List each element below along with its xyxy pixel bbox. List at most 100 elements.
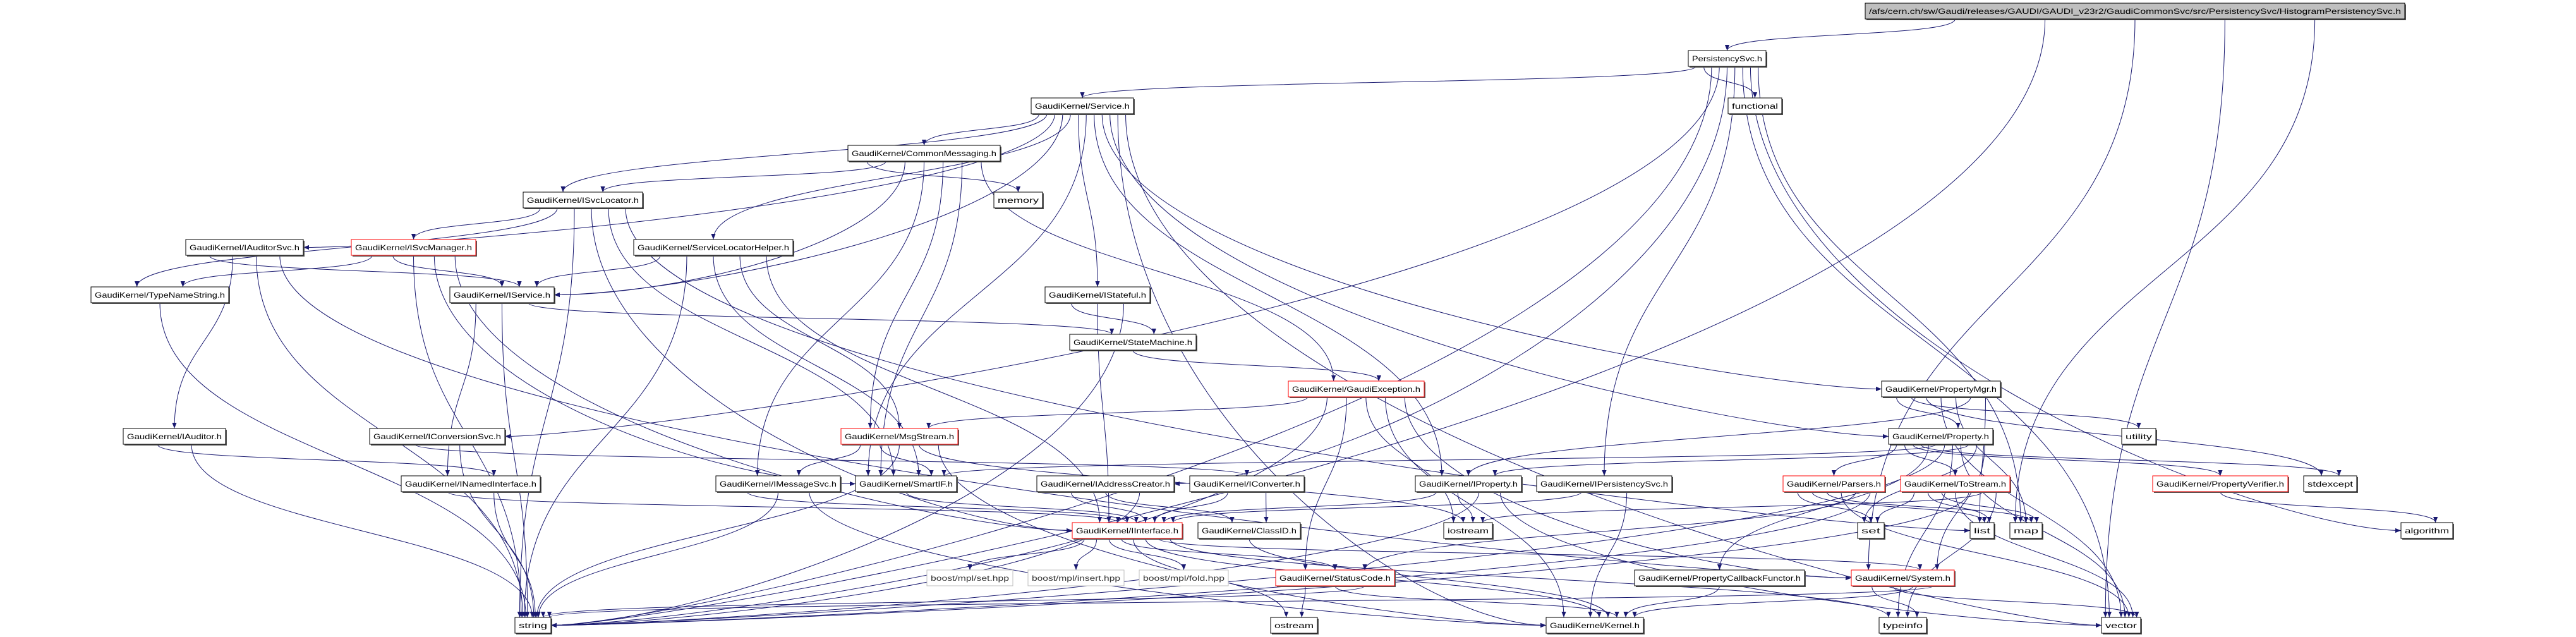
node-label: iostream xyxy=(1448,526,1489,535)
node-commonmsg[interactable]: GaudiKernel/CommonMessaging.h xyxy=(847,145,1001,162)
node-utility[interactable]: utility xyxy=(2121,428,2157,446)
node-iostream[interactable]: iostream xyxy=(1443,522,1494,540)
edge-property-to-smartif xyxy=(941,444,1937,476)
node-isvcmanager[interactable]: GaudiKernel/ISvcManager.h xyxy=(351,239,477,257)
edge-msgstream-to-string xyxy=(535,444,900,618)
edge-iinterface-to-statuscode xyxy=(1120,538,1338,571)
node-mplset[interactable]: boost/mpl/set.hpp xyxy=(926,569,1013,586)
node-persist[interactable]: PersistencySvc.h xyxy=(1688,50,1767,68)
edge-slh-to-iinterface xyxy=(766,255,1103,523)
node-label: GaudiKernel/IMessageSvc.h xyxy=(720,480,837,488)
node-ostream[interactable]: ostream xyxy=(1270,617,1319,634)
node-typenamestring[interactable]: GaudiKernel/TypeNameString.h xyxy=(90,286,230,304)
node-typeinfo[interactable]: typeinfo xyxy=(1878,617,1928,634)
node-box xyxy=(2101,617,2141,634)
node-box xyxy=(1036,475,1175,492)
node-ipersistencysvc[interactable]: GaudiKernel/IPersistencySvc.h xyxy=(1536,475,1673,493)
node-memory[interactable]: memory xyxy=(993,191,1044,209)
node-iaddresscreator[interactable]: GaudiKernel/IAddressCreator.h xyxy=(1036,475,1175,493)
node-system[interactable]: GaudiKernel/System.h xyxy=(1851,569,1956,587)
node-map[interactable]: map xyxy=(2009,522,2043,540)
edge-persist-to-string xyxy=(550,66,1712,628)
edge-commonmsg-to-iservice xyxy=(553,161,905,298)
edge-propertymgr-to-list xyxy=(1977,396,1986,523)
edge-statuscode-to-ostream xyxy=(1299,585,1306,618)
edge-propertymgr-to-property xyxy=(1896,396,1961,429)
node-root[interactable]: /afs/cern.ch/sw/Gaudi/releases/GAUDI/GAU… xyxy=(1865,3,2406,20)
node-label: functional xyxy=(1732,102,1778,111)
node-vector[interactable]: vector xyxy=(2101,617,2142,634)
node-box xyxy=(1270,617,1318,634)
node-set[interactable]: set xyxy=(1857,522,1885,540)
node-box xyxy=(1536,475,1672,492)
node-kernel[interactable]: GaudiKernel/Kernel.h xyxy=(1545,617,1645,634)
node-propertymgr[interactable]: GaudiKernel/PropertyMgr.h xyxy=(1881,380,2002,398)
node-algorithm[interactable]: algorithm xyxy=(2400,522,2454,540)
edge-persist-to-ipersistencysvc xyxy=(1602,66,1736,476)
node-string[interactable]: string xyxy=(514,617,552,634)
node-iauditor[interactable]: GaudiKernel/IAuditor.h xyxy=(123,428,227,446)
edge-slh-to-string xyxy=(522,255,687,618)
edge-root-to-persist xyxy=(1725,18,1956,51)
edge-classid-to-kernel xyxy=(1249,538,1611,618)
node-iconversionsvc[interactable]: GaudiKernel/IConversionSvc.h xyxy=(369,428,506,446)
edge-root-to-vector xyxy=(2103,18,2225,618)
edge-iinterface-to-typeinfo xyxy=(1170,538,1891,618)
node-label: GaudiKernel/ToStream.h xyxy=(1904,480,2006,488)
edge-istateful-to-statemachine xyxy=(1071,302,1156,335)
node-label: GaudiKernel/Property.h xyxy=(1892,432,1989,441)
node-box xyxy=(369,428,505,445)
node-statemachine[interactable]: GaudiKernel/StateMachine.h xyxy=(1069,334,1197,351)
edge-persist-to-algorithm xyxy=(1750,66,2402,533)
node-list[interactable]: list xyxy=(1969,522,1995,540)
node-parsers[interactable]: GaudiKernel/Parsers.h xyxy=(1782,475,1886,493)
node-propertyverifier[interactable]: GaudiKernel/PropertyVerifier.h xyxy=(2152,475,2289,493)
node-imessagesvc[interactable]: GaudiKernel/IMessageSvc.h xyxy=(715,475,842,493)
node-mplinsert[interactable]: boost/mpl/insert.hpp xyxy=(1027,569,1125,586)
edge-system-to-kernel xyxy=(1632,585,1914,618)
node-iproperty[interactable]: GaudiKernel/IProperty.h xyxy=(1415,475,1523,493)
node-functional[interactable]: functional xyxy=(1727,97,1783,115)
node-iauditorsvc[interactable]: GaudiKernel/IAuditorSvc.h xyxy=(185,239,305,257)
node-statuscode[interactable]: GaudiKernel/StatusCode.h xyxy=(1275,569,1396,587)
edge-tostream-to-list xyxy=(1927,491,1992,523)
node-box xyxy=(1189,475,1305,492)
edge-service-to-istateful xyxy=(1078,113,1100,288)
edge-property-to-system xyxy=(1935,444,1985,571)
edge-parsers-to-set xyxy=(1797,491,1873,523)
node-box xyxy=(855,475,957,492)
edge-commonmsg-to-isvclocator xyxy=(600,161,886,193)
edge-gaudiexception-to-msgstream xyxy=(926,396,1309,429)
node-tostream[interactable]: GaudiKernel/ToStream.h xyxy=(1900,475,2011,493)
node-box xyxy=(633,239,794,256)
node-iconverter[interactable]: GaudiKernel/IConverter.h xyxy=(1189,475,1305,493)
node-pcf[interactable]: GaudiKernel/PropertyCallbackFunctor.h xyxy=(1634,569,1806,587)
node-stdexcept[interactable]: stdexcept xyxy=(2303,475,2358,493)
edge-slh-to-iservice xyxy=(534,255,661,288)
node-inamedinterface[interactable]: GaudiKernel/INamedInterface.h xyxy=(401,475,541,493)
node-iinterface[interactable]: GaudiKernel/IInterface.h xyxy=(1072,522,1183,540)
node-msgstream[interactable]: GaudiKernel/MsgStream.h xyxy=(840,428,959,446)
edge-slh-to-msgstream xyxy=(739,255,902,429)
node-service[interactable]: GaudiKernel/Service.h xyxy=(1031,97,1135,115)
node-gaudiexception[interactable]: GaudiKernel/GaudiException.h xyxy=(1288,380,1425,398)
node-box xyxy=(1857,522,1885,539)
node-label: GaudiKernel/INamedInterface.h xyxy=(405,480,536,488)
node-box xyxy=(715,475,841,492)
node-iservice[interactable]: GaudiKernel/IService.h xyxy=(449,286,555,304)
node-label: GaudiKernel/PropertyVerifier.h xyxy=(2156,480,2284,488)
node-mplfold[interactable]: boost/mpl/fold.hpp xyxy=(1139,569,1229,586)
node-istateful[interactable]: GaudiKernel/IStateful.h xyxy=(1044,286,1151,304)
edge-tostream-to-vector xyxy=(1955,491,2136,618)
node-isvclocator[interactable]: GaudiKernel/ISvcLocator.h xyxy=(523,191,644,209)
node-classid[interactable]: GaudiKernel/ClassID.h xyxy=(1197,522,1302,540)
node-label: GaudiKernel/IAuditor.h xyxy=(127,432,222,441)
node-label: GaudiKernel/GaudiException.h xyxy=(1292,385,1420,394)
node-label: string xyxy=(519,621,547,630)
edge-iinterface-to-mplset xyxy=(967,538,1085,571)
node-property[interactable]: GaudiKernel/Property.h xyxy=(1888,428,1994,446)
node-label: GaudiKernel/StatusCode.h xyxy=(1279,574,1391,583)
node-slh[interactable]: GaudiKernel/ServiceLocatorHelper.h xyxy=(633,239,794,257)
node-smartif[interactable]: GaudiKernel/SmartIF.h xyxy=(855,475,958,493)
node-box xyxy=(1275,569,1395,586)
